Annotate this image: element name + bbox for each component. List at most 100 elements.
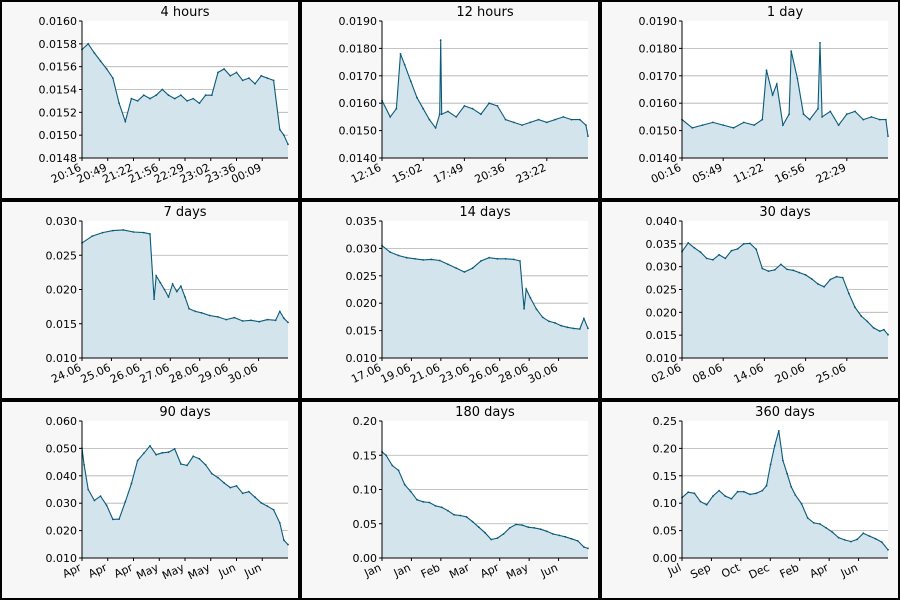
y-tick-label: 0.25: [653, 415, 678, 428]
data-point: [447, 509, 449, 512]
data-point: [558, 534, 561, 537]
data-point: [225, 318, 228, 321]
data-point: [223, 68, 226, 70]
data-point: [180, 285, 182, 287]
data-point: [819, 523, 821, 525]
x-tick-label: Apr: [808, 561, 831, 581]
series-line: [81, 229, 289, 323]
data-point: [701, 124, 704, 126]
data-point: [554, 322, 556, 324]
y-tick-label: 0.10: [353, 484, 378, 497]
data-point: [755, 492, 758, 495]
data-point: [749, 493, 751, 496]
data-point: [459, 514, 462, 517]
chart-panel: 0.030 0.025 0.020 0.015 0.010 24.06 25.06 26.06…: [0, 200, 300, 400]
data-point: [430, 258, 433, 261]
y-tick-label: 0.025: [346, 270, 378, 283]
data-point: [773, 444, 776, 447]
data-point: [490, 538, 493, 541]
data-point: [572, 327, 575, 330]
y-tick-label: 0.0148: [39, 152, 78, 165]
data-point: [866, 320, 869, 323]
data-point: [504, 257, 507, 260]
data-point: [235, 71, 238, 74]
chart-svg: 0.0300.0250.0200.0150.01024.0625.0626.06…: [46, 205, 289, 386]
series-area: [82, 229, 288, 358]
data-point: [786, 268, 788, 271]
data-point: [761, 267, 764, 270]
chart-panel: 0.20 0.15 0.10 0.05 0.00 Jan Jan Feb Mar Apr May Ju…: [300, 400, 600, 600]
data-point: [835, 275, 838, 278]
data-point: [142, 94, 145, 97]
data-point: [576, 540, 579, 542]
data-point: [792, 269, 795, 272]
data-point: [780, 263, 782, 266]
data-point: [167, 296, 170, 298]
data-point: [184, 296, 186, 298]
data-point: [254, 496, 256, 499]
data-point: [167, 94, 170, 97]
data-point: [773, 269, 776, 271]
x-tick-label: Jun: [538, 561, 560, 580]
data-point: [233, 316, 236, 319]
data-point: [484, 531, 486, 534]
data-point: [416, 498, 418, 501]
data-point: [389, 116, 392, 118]
data-point: [887, 333, 889, 336]
data-point: [105, 504, 108, 507]
data-point: [862, 118, 865, 121]
data-point: [235, 485, 238, 487]
y-tick-label: 0.035: [346, 215, 378, 228]
y-tick-label: 0.0152: [39, 106, 78, 119]
data-point: [124, 120, 127, 123]
data-point: [541, 316, 544, 319]
data-point: [266, 318, 269, 321]
data-point: [173, 448, 176, 450]
data-point: [523, 307, 525, 310]
data-point: [447, 110, 449, 113]
data-point: [872, 327, 875, 329]
x-tick-label: 14.06: [732, 361, 766, 386]
data-point: [730, 249, 733, 252]
data-point: [395, 107, 398, 110]
data-point: [878, 330, 881, 332]
data-point: [241, 320, 244, 322]
data-point: [804, 274, 807, 276]
data-point: [808, 118, 811, 121]
data-point: [217, 316, 219, 318]
data-point: [471, 520, 474, 523]
x-tick-label: Feb: [778, 561, 801, 581]
chart-title: 30 days: [759, 205, 811, 220]
data-point: [91, 235, 94, 237]
y-tick-label: 0.030: [46, 215, 78, 228]
data-point: [223, 482, 226, 484]
chart-svg: 0.0160 0.0158 0.0156 0.0154 0.0152 0.0150 0.01…: [39, 5, 289, 186]
data-point: [453, 513, 455, 516]
data-point: [266, 77, 269, 79]
data-point: [712, 121, 714, 124]
data-point: [718, 489, 720, 492]
y-tick-label: 0.05: [653, 525, 678, 538]
series-area: [382, 40, 588, 159]
y-tick-label: 0.040: [646, 215, 678, 228]
y-tick-label: 0.020: [346, 297, 378, 310]
data-point: [210, 94, 213, 97]
data-point: [188, 307, 191, 310]
data-point: [841, 276, 844, 279]
data-point: [403, 483, 406, 486]
chart-panel: 0.040 0.035 0.030 0.025 0.020 0.015 0.010 02.06…: [600, 200, 900, 400]
data-point: [845, 113, 848, 116]
data-point: [287, 543, 289, 546]
data-point: [552, 533, 554, 535]
y-tick-label: 0.0190: [639, 15, 678, 28]
data-point: [687, 242, 690, 244]
x-tick-label: Apr: [86, 561, 109, 581]
data-point: [217, 71, 219, 74]
data-point: [722, 124, 725, 126]
data-point: [250, 319, 252, 322]
y-tick-label: 0.20: [653, 442, 678, 455]
series-line: [381, 40, 589, 137]
data-point: [409, 490, 412, 493]
data-point: [465, 516, 468, 518]
